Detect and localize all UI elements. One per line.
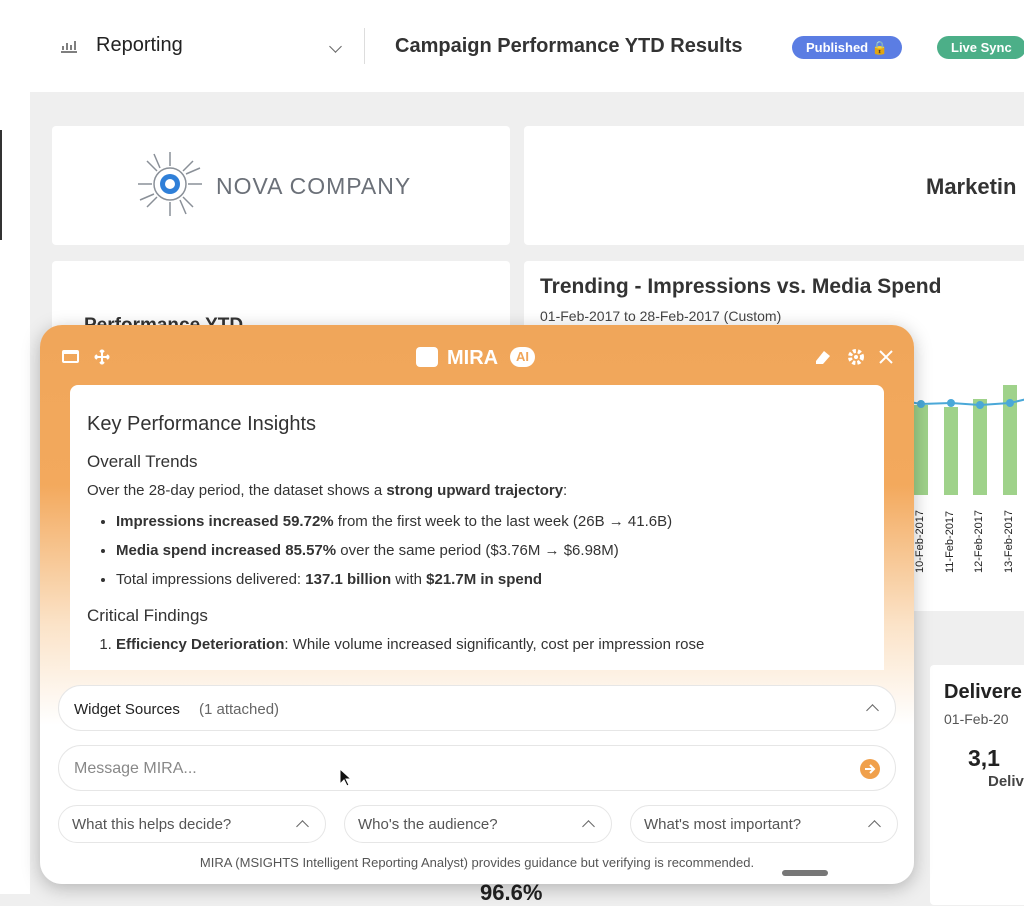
published-badge[interactable]: Published 🔒 [792,36,902,59]
suggestion-chevron[interactable] [868,820,881,833]
widget-sources[interactable]: Widget Sources (1 attached) [58,685,896,731]
x-label: 11-Feb-2017 [943,510,956,573]
divider [364,28,365,64]
bold-text: Impressions increased 59.72% [116,513,334,530]
bold-text: Efficiency Deterioration [116,636,285,653]
suggestion-chip[interactable]: What's most important? [630,805,898,843]
insights-card: Key Performance Insights Overall Trends O… [70,385,884,670]
text: with [391,571,427,588]
x-label: 12-Feb-2017 [973,510,985,573]
insights-heading: Key Performance Insights [87,413,316,435]
list: Efficiency Deterioration: While volume i… [87,636,867,653]
trend-chart [904,385,1024,495]
mira-panel: MIRA AI Key Performance Insights Overall… [40,325,914,884]
resize-handle[interactable] [782,870,828,876]
list-item: Efficiency Deterioration: While volume i… [116,636,867,653]
sidebar-edge [0,130,2,240]
bold-text: 137.1 billion [305,571,392,588]
text: : [563,482,568,499]
insights-content: Key Performance Insights Overall Trends O… [70,385,884,670]
delivered-label: Deliv [988,773,1024,790]
text: Total impressions delivered: [116,571,306,588]
section-title: Overall Trends [87,452,198,471]
trending-title: Trending - Impressions vs. Media Spend [540,275,942,298]
bold-text: Media spend increased 85.57% [116,542,337,559]
trending-subtitle: 01-Feb-2017 to 28-Feb-2017 (Custom) [540,308,782,324]
suggestion-text: Who's the audience? [358,816,498,833]
text: over the same period ($3.76M → $6.98M) [336,542,619,559]
live-sync-badge[interactable]: Live Sync [937,36,1024,59]
mira-title: MIRA [447,347,499,369]
text: Over the 28-day period, the dataset show… [87,482,387,499]
menu-chevron[interactable] [329,40,342,53]
suggestion-chevron[interactable] [582,820,595,833]
menu-label[interactable]: Reporting [96,34,183,56]
list: Impressions increased 59.72% from the fi… [87,513,867,588]
report-title: Campaign Performance YTD Results [395,35,743,57]
suggestion-text: What this helps decide? [72,816,232,833]
badge-text: Live Sync [951,40,1012,55]
reporting-icon [61,41,77,53]
logo-card: NOVA COMPANY [52,126,510,245]
delivered-card: Delivere 01-Feb-20 3,1 Deliv [930,665,1024,905]
bold-text: strong upward trajectory [386,482,564,499]
send-button[interactable] [859,758,881,780]
logo-text: NOVA COMPANY [216,173,412,199]
sources-count: (1 attached) [199,701,280,718]
bold-text: $21.7M in spend [426,571,543,588]
ai-badge: AI [510,347,535,367]
sources-chevron[interactable] [866,704,879,717]
delivered-value: 3,1 [968,745,1000,771]
marketing-title: Marketin [926,174,1017,199]
badge-text: Published [806,40,869,55]
delivered-title: Delivere [944,681,1022,703]
suggestion-chip[interactable]: Who's the audience? [344,805,612,843]
list-item: Media spend increased 85.57% over the sa… [116,542,867,559]
panel-tools-right[interactable] [812,347,896,367]
top-bar: Reporting Campaign Performance YTD Resul… [30,0,1024,92]
logo-icon [138,152,202,216]
input-placeholder: Message MIRA... [74,760,197,777]
paragraph: Over the 28-day period, the dataset show… [87,482,867,499]
suggestion-text: What's most important? [644,816,802,833]
suggestion-chip[interactable]: What this helps decide? [58,805,326,843]
x-label: 13-Feb-2017 [1002,510,1015,573]
panel-tools-left[interactable] [62,349,142,365]
list-item: Impressions increased 59.72% from the fi… [116,513,867,530]
section-title: Critical Findings [87,606,208,625]
text: from the first week to the last week (26… [333,513,673,530]
text: : While volume increased significantly, … [284,636,705,653]
mira-icon [416,347,438,367]
suggestion-chevron[interactable] [296,820,309,833]
x-label: 10-Feb-2017 [914,510,926,573]
marketing-card: Marketin [524,126,1024,245]
cursor [339,768,353,787]
sources-label: Widget Sources [74,701,180,718]
sidebar [0,0,30,894]
delivered-subtitle: 01-Feb-20 [944,711,1009,727]
list-item: Total impressions delivered: 137.1 billi… [116,571,867,588]
disclaimer: MIRA (MSIGHTS Intelligent Reporting Anal… [199,855,755,870]
message-input[interactable]: Message MIRA... [58,745,896,791]
